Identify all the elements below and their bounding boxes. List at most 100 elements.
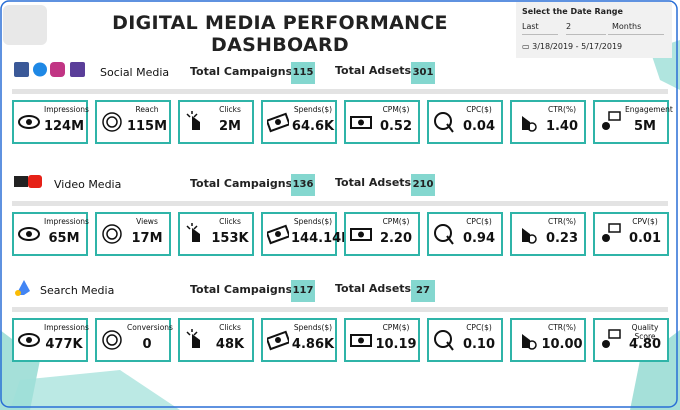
kpi-value: 0.52 bbox=[379, 119, 413, 134]
kpi-value: 0.01 bbox=[628, 231, 662, 246]
kpi-card: Impressions 477K bbox=[12, 318, 89, 362]
kpi-card: Impressions 65M bbox=[12, 212, 89, 256]
campaigns-value: 115 bbox=[291, 62, 315, 84]
adsets-value: 210 bbox=[411, 174, 435, 196]
kpi-value: 4.86K bbox=[291, 337, 335, 352]
kpi-value: 17M bbox=[131, 231, 163, 246]
kpi-label: CPM($) bbox=[382, 105, 410, 114]
kpi-value: 2M bbox=[219, 119, 241, 134]
kpi-label: CPC($) bbox=[466, 217, 492, 226]
kpi-value: 2.20 bbox=[379, 231, 413, 246]
kpi-icon bbox=[434, 330, 454, 351]
kpi-icon bbox=[522, 334, 537, 350]
media-icons bbox=[14, 62, 85, 77]
kpi-icon bbox=[18, 333, 40, 347]
relative-dropdown[interactable]: Last bbox=[522, 22, 558, 35]
kpi-card: CTR(%) 1.40 bbox=[510, 100, 586, 144]
kpi-label: Clicks bbox=[219, 217, 241, 226]
kpi-label: CPM($) bbox=[382, 217, 410, 226]
kpi-icon bbox=[186, 223, 200, 242]
kpi-card: Clicks 153K bbox=[178, 212, 254, 256]
section-name: Social Media bbox=[100, 66, 170, 79]
kpi-icon bbox=[267, 224, 289, 245]
kpi-value: 124M bbox=[43, 119, 85, 134]
range-value: 3/18/2019 - 5/17/2019 bbox=[532, 42, 623, 51]
kpi-label: CPM($) bbox=[382, 323, 410, 332]
kpi-label: Conversions bbox=[127, 323, 173, 332]
kpi-label: Impressions bbox=[44, 217, 89, 226]
kpi-label: Views bbox=[136, 217, 158, 226]
count-input[interactable]: 2 bbox=[566, 22, 606, 35]
kpi-icon bbox=[434, 112, 454, 133]
campaigns-value: 117 bbox=[291, 280, 315, 302]
kpi-label: CTR(%) bbox=[547, 323, 576, 332]
kpi-icon bbox=[522, 228, 537, 244]
kpi-icon bbox=[18, 115, 40, 129]
kpi-value: 48K bbox=[215, 337, 245, 352]
kpi-label: CPC($) bbox=[466, 105, 492, 114]
relative-value: Last bbox=[522, 22, 539, 31]
kpi-icon bbox=[267, 112, 289, 133]
adsets-value: 301 bbox=[411, 62, 435, 84]
kpi-card: CPC($) 0.10 bbox=[427, 318, 503, 362]
unit-dropdown[interactable]: Months bbox=[608, 22, 664, 35]
kpi-value: 65M bbox=[48, 231, 80, 246]
campaigns-label: Total Campaigns bbox=[190, 65, 293, 78]
kpi-card: CPM($) 2.20 bbox=[344, 212, 420, 256]
media-icons bbox=[14, 175, 42, 188]
filter-label: Select the Date Range bbox=[522, 7, 623, 16]
kpi-card: Conversions 0 bbox=[95, 318, 173, 362]
kpi-card: Spends($) 64.6K bbox=[261, 100, 337, 144]
dashboard-title: DIGITAL MEDIA PERFORMANCE DASHBOARD bbox=[112, 12, 448, 56]
kpi-card: Impressions 124M bbox=[12, 100, 89, 144]
kpi-card: Spends($) 144.14K bbox=[261, 212, 351, 256]
kpi-icon bbox=[186, 329, 200, 348]
kpi-icon bbox=[602, 329, 621, 348]
count-value: 2 bbox=[566, 22, 572, 31]
kpi-card: Views 17M bbox=[95, 212, 171, 256]
kpi-icon bbox=[350, 334, 372, 347]
kpi-card: CTR(%) 0.23 bbox=[510, 212, 586, 256]
campaigns-label: Total Campaigns bbox=[190, 283, 293, 296]
date-range-text: ▭ 3/18/2019 - 5/17/2019 bbox=[522, 42, 623, 51]
kpi-value: 10.19 bbox=[375, 337, 417, 352]
kpi-value: 0.04 bbox=[462, 119, 496, 134]
kpi-label: Impressions bbox=[44, 323, 89, 332]
campaigns-value: 136 bbox=[291, 174, 315, 196]
kpi-label: Spends($) bbox=[293, 323, 333, 332]
kpi-card: CPM($) 10.19 bbox=[344, 318, 420, 362]
adsets-label: Total Adsets bbox=[335, 282, 412, 295]
kpi-card: Engagement 5M bbox=[593, 100, 673, 144]
kpi-card: Clicks 48K bbox=[178, 318, 254, 362]
kpi-label: Reach bbox=[135, 105, 159, 114]
campaigns-label: Total Campaigns bbox=[190, 177, 293, 190]
kpi-card: CPM($) 0.52 bbox=[344, 100, 420, 144]
kpi-label: CPC($) bbox=[466, 323, 492, 332]
section-name: Video Media bbox=[54, 178, 122, 191]
adsets-label: Total Adsets bbox=[335, 176, 412, 189]
kpi-label: Engagement bbox=[625, 105, 673, 114]
kpi-card: CTR(%) 10.00 bbox=[510, 318, 586, 362]
kpi-label: CPV($) bbox=[632, 217, 658, 226]
kpi-label: Spends($) bbox=[293, 217, 333, 226]
section-name: Search Media bbox=[40, 284, 115, 297]
kpi-value: 1.40 bbox=[545, 119, 579, 134]
kpi-label: CTR(%) bbox=[547, 217, 576, 226]
section-separator bbox=[12, 201, 668, 206]
section-separator bbox=[12, 89, 668, 94]
date-range-filter: Select the Date Range Last 2 Months ▭ 3/… bbox=[516, 2, 672, 58]
kpi-icon bbox=[434, 224, 454, 245]
kpi-card: Spends($) 4.86K bbox=[261, 318, 337, 362]
kpi-card: Reach 115M bbox=[95, 100, 171, 144]
logo-placeholder bbox=[3, 5, 47, 45]
kpi-value: 0.10 bbox=[462, 337, 496, 352]
kpi-label: Spends($) bbox=[293, 105, 333, 114]
kpi-value: 4.80 bbox=[628, 337, 662, 352]
kpi-icon bbox=[186, 111, 200, 130]
kpi-value: 0 bbox=[142, 337, 152, 352]
kpi-label: Impressions bbox=[44, 105, 89, 114]
kpi-icon bbox=[602, 111, 621, 130]
kpi-value: 115M bbox=[126, 119, 168, 134]
kpi-icon bbox=[102, 330, 122, 350]
